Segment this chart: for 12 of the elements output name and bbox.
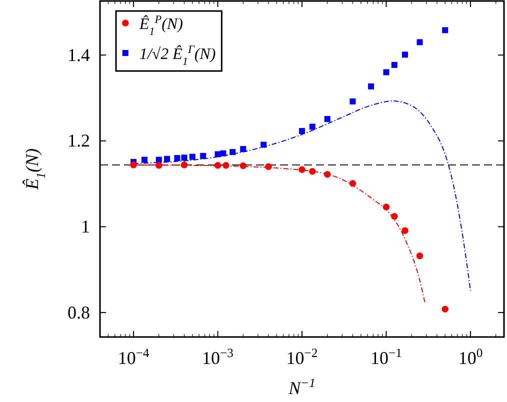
x-axis-title: N$^{−1}$ bbox=[288, 376, 316, 398]
x-tick-label: 10$^{−1}$ bbox=[370, 346, 402, 368]
y-tick-label: 1 bbox=[81, 216, 90, 236]
y-tick-label: 1.4 bbox=[68, 44, 90, 65]
y-tick-label: 0.8 bbox=[68, 302, 90, 322]
legend-label: Ê$_{1}$$^{P}$(N) bbox=[138, 14, 183, 38]
x-tick-label: 10$^{−2}$ bbox=[286, 346, 318, 368]
x-tick-label: 10$^{−4}$ bbox=[118, 346, 150, 368]
legend-label: 1/√2 Ê$_{1}$$^{Γ}$(N) bbox=[139, 44, 216, 68]
x-tick-label: 10$^{0}$ bbox=[458, 346, 483, 368]
y-tick-label: 1.2 bbox=[68, 130, 90, 151]
x-tick-label: 10$^{−3}$ bbox=[202, 346, 234, 368]
